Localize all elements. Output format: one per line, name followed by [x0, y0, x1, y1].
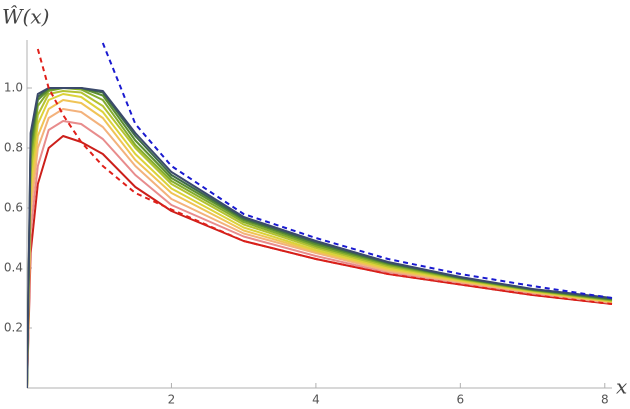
line — [27, 99, 613, 388]
line — [27, 135, 613, 388]
x-tick-label: 6 — [457, 393, 465, 407]
line — [27, 93, 613, 388]
y-tick-label: 0.6 — [4, 201, 23, 215]
y-tick-label: 1.0 — [4, 81, 23, 95]
line — [27, 87, 613, 388]
x-axis-label: x — [616, 375, 627, 399]
y-tick-label: 0.2 — [4, 321, 23, 335]
x-tick-label: 8 — [601, 393, 609, 407]
y-tick-label: 0.4 — [4, 261, 23, 275]
line — [27, 120, 613, 388]
y-tick-label: 0.8 — [4, 141, 23, 155]
plot-area — [27, 42, 613, 388]
dashed-line — [36, 48, 613, 305]
x-tick-label: 4 — [312, 393, 320, 407]
line — [27, 108, 613, 388]
x-tick-label: 2 — [168, 393, 176, 407]
y-axis-label: Ŵ(x) — [2, 5, 49, 29]
